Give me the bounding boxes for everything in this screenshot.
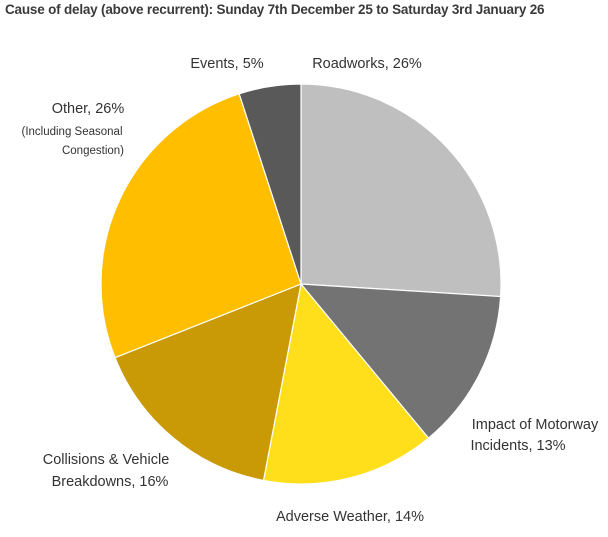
pie-slice-other — [100, 93, 302, 359]
label-other: Other, 26% — [52, 101, 125, 117]
pie-slice-roadworks — [300, 83, 502, 298]
label-other-note-line1: (Including Seasonal — [21, 126, 122, 138]
label-events: Events, 5% — [190, 56, 263, 72]
pie-slice-collisions-vehicle-breakdowns — [114, 283, 302, 482]
label-motorway-incidents-line1: Impact of Motorway — [472, 417, 599, 433]
label-other-note-line2: Congestion) — [62, 145, 124, 157]
pie-slice-adverse-weather — [262, 282, 430, 485]
label-roadworks: Roadworks, 26% — [312, 56, 422, 72]
label-collisions-line2: Breakdowns, 16% — [52, 474, 169, 490]
chart-title: Cause of delay (above recurrent): Sunday… — [5, 2, 545, 17]
label-collisions-line1: Collisions & Vehicle — [43, 452, 170, 468]
pie-slice-impact-of-motorway-incidents — [299, 283, 502, 439]
label-adverse-weather: Adverse Weather, 14% — [276, 509, 424, 525]
pie-slice-events — [238, 83, 302, 285]
label-motorway-incidents-line2: Incidents, 13% — [470, 438, 565, 454]
pie-slices — [100, 83, 502, 485]
